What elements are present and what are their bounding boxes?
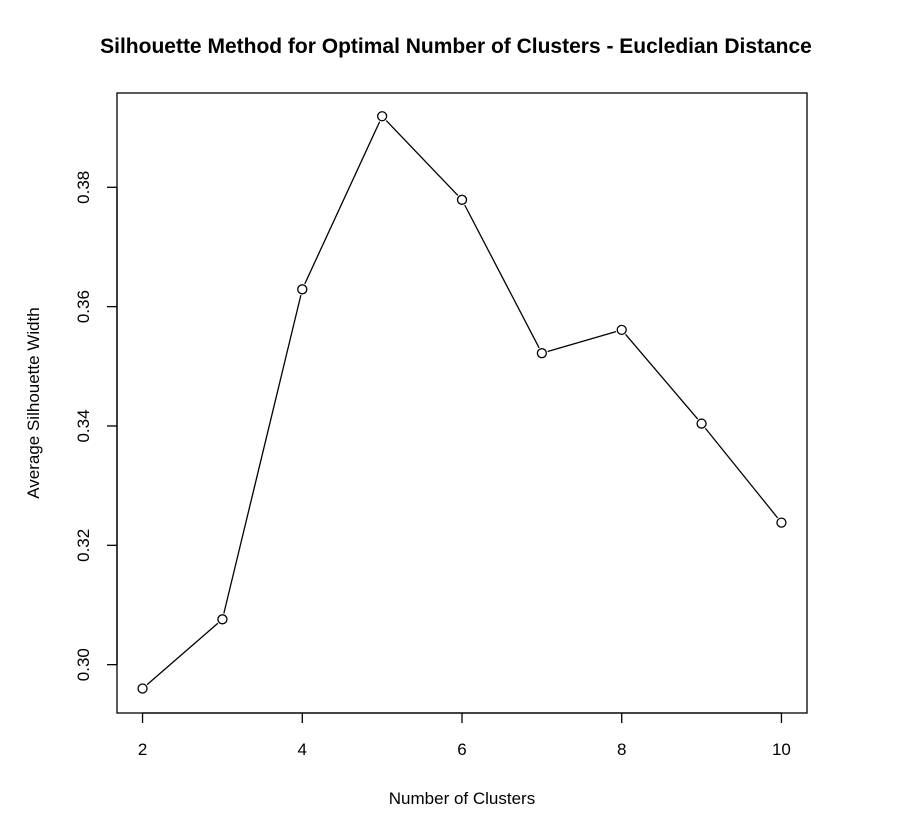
data-point	[217, 614, 228, 625]
x-axis: 2 4 6 8 10	[138, 712, 791, 759]
y-tick-label: 0.30	[74, 648, 93, 681]
data-point	[696, 418, 707, 429]
y-tick-label: 0.34	[74, 409, 93, 442]
series-segment	[464, 204, 540, 349]
data-point	[297, 284, 308, 295]
x-tick-label: 2	[138, 740, 147, 759]
y-axis: 0.30 0.32 0.34 0.36 0.38	[74, 171, 118, 681]
data-point	[137, 683, 148, 694]
y-tick-label: 0.32	[74, 529, 93, 562]
data-series	[137, 111, 787, 694]
data-point	[776, 517, 787, 528]
series-segment	[625, 334, 699, 420]
x-tick-label: 8	[617, 740, 626, 759]
x-axis-label: Number of Clusters	[389, 789, 535, 808]
data-point	[536, 348, 548, 359]
series-segment	[146, 622, 219, 686]
series-segment	[547, 330, 617, 353]
data-point	[456, 194, 468, 205]
x-tick-label: 4	[298, 740, 307, 759]
series-segment	[385, 120, 459, 196]
chart-title: Silhouette Method for Optimal Number of …	[100, 35, 812, 58]
data-point	[376, 111, 388, 122]
series-segment	[304, 121, 381, 285]
x-tick-label: 10	[772, 740, 791, 759]
x-tick-label: 6	[457, 740, 466, 759]
data-point	[616, 324, 627, 336]
y-tick-label: 0.36	[74, 290, 93, 323]
series-segment	[223, 295, 302, 614]
series-segment	[704, 427, 779, 519]
y-tick-label: 0.38	[74, 171, 93, 204]
y-axis-label: Average Silhouette Width	[24, 307, 43, 499]
